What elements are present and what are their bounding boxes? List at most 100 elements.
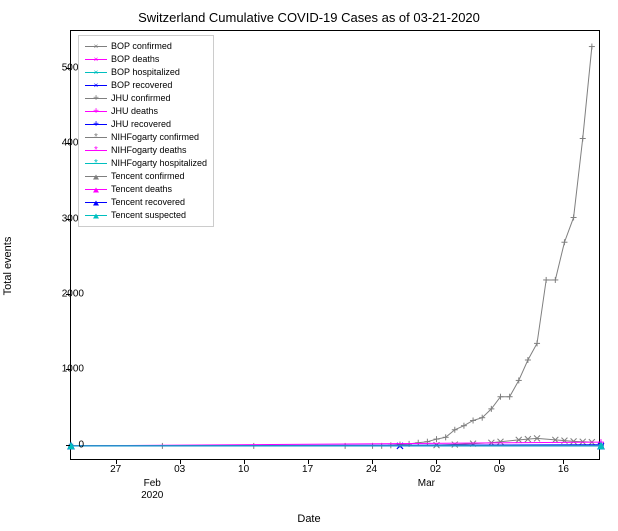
legend-swatch: × — [85, 59, 107, 60]
series-marker — [470, 417, 476, 423]
series-marker — [397, 442, 403, 448]
legend-label: NIHFogarty confirmed — [111, 131, 199, 144]
legend-swatch — [85, 202, 107, 203]
legend-item: × BOP confirmed — [85, 40, 207, 53]
legend-marker-icon — [93, 187, 99, 192]
legend-item: Tencent deaths — [85, 183, 207, 196]
series-marker — [534, 340, 540, 346]
x-tick-mark — [563, 460, 564, 464]
x-tick-year: 2020 — [141, 490, 163, 501]
legend-item: * NIHFogarty deaths — [85, 144, 207, 157]
series-marker — [461, 423, 467, 429]
y-tick-mark — [66, 445, 70, 446]
legend-marker-icon: * — [94, 160, 98, 168]
y-tick-mark — [66, 143, 70, 144]
y-tick-mark — [66, 68, 70, 69]
legend-marker-icon: + — [93, 95, 99, 103]
legend-item: Tencent confirmed — [85, 170, 207, 183]
legend-label: BOP deaths — [111, 53, 159, 66]
legend-swatch: * — [85, 163, 107, 164]
x-tick-label: 17 — [302, 464, 313, 475]
series-marker — [571, 214, 577, 220]
series-marker — [561, 239, 567, 245]
x-tick-label: 02 — [430, 464, 441, 475]
legend-marker-icon: + — [93, 121, 99, 129]
legend-item: * NIHFogarty confirmed — [85, 131, 207, 144]
legend-swatch: + — [85, 98, 107, 99]
series-marker — [434, 436, 440, 442]
legend-marker-icon: * — [94, 147, 98, 155]
legend-swatch: + — [85, 111, 107, 112]
legend-marker-icon: + — [93, 108, 99, 116]
chart-title: Switzerland Cumulative COVID-19 Cases as… — [0, 10, 618, 25]
legend-label: JHU confirmed — [111, 92, 171, 105]
legend-marker-icon — [93, 213, 99, 218]
legend-label: NIHFogarty deaths — [111, 144, 187, 157]
x-tick-mark — [116, 460, 117, 464]
legend-label: BOP confirmed — [111, 40, 172, 53]
legend-label: NIHFogarty hospitalized — [111, 157, 207, 170]
x-tick-mark — [372, 460, 373, 464]
x-tick-month: Feb — [144, 478, 161, 489]
x-tick-label: 03 — [174, 464, 185, 475]
y-tick-label: 2000 — [44, 289, 84, 300]
x-tick-label: 24 — [366, 464, 377, 475]
series-marker — [516, 377, 522, 383]
x-tick-label: 16 — [558, 464, 569, 475]
legend-label: JHU deaths — [111, 105, 158, 118]
x-tick-mark — [244, 460, 245, 464]
legend-item: + JHU deaths — [85, 105, 207, 118]
legend-swatch — [85, 189, 107, 190]
legend-swatch — [85, 215, 107, 216]
legend-item: + JHU confirmed — [85, 92, 207, 105]
legend: × BOP confirmed × BOP deaths × BOP hospitaliz… — [78, 35, 214, 227]
legend-swatch: × — [85, 72, 107, 73]
legend-marker-icon: × — [94, 69, 99, 77]
series-marker — [543, 277, 549, 283]
x-tick-label: 09 — [494, 464, 505, 475]
x-tick-mark — [180, 460, 181, 464]
y-tick-mark — [66, 219, 70, 220]
legend-swatch — [85, 176, 107, 177]
x-tick-mark — [499, 460, 500, 464]
y-tick-mark — [66, 369, 70, 370]
legend-swatch: * — [85, 137, 107, 138]
legend-label: JHU recovered — [111, 118, 171, 131]
legend-item: × BOP recovered — [85, 79, 207, 92]
y-tick-label: 1000 — [44, 364, 84, 375]
legend-item: * NIHFogarty hospitalized — [85, 157, 207, 170]
series-marker — [552, 277, 558, 283]
chart-container: Switzerland Cumulative COVID-19 Cases as… — [0, 0, 618, 531]
legend-swatch: × — [85, 85, 107, 86]
x-tick-month: Mar — [418, 478, 435, 489]
legend-marker-icon: × — [94, 43, 99, 51]
legend-item: Tencent suspected — [85, 209, 207, 222]
legend-label: Tencent confirmed — [111, 170, 185, 183]
legend-item: Tencent recovered — [85, 196, 207, 209]
legend-marker-icon: × — [94, 82, 99, 90]
x-tick-mark — [436, 460, 437, 464]
y-axis-label: Total events — [2, 236, 14, 295]
series-marker — [507, 394, 513, 400]
legend-marker-icon — [93, 174, 99, 179]
series-marker — [525, 357, 531, 363]
x-axis-label: Date — [0, 513, 618, 525]
legend-item: × BOP deaths — [85, 53, 207, 66]
x-tick-label: 10 — [238, 464, 249, 475]
y-tick-mark — [66, 294, 70, 295]
legend-label: BOP hospitalized — [111, 66, 180, 79]
legend-swatch: * — [85, 150, 107, 151]
series-marker — [580, 136, 586, 142]
legend-swatch: × — [85, 46, 107, 47]
legend-label: BOP recovered — [111, 79, 172, 92]
legend-label: Tencent suspected — [111, 209, 186, 222]
legend-marker-icon: * — [94, 134, 98, 142]
legend-item: + JHU recovered — [85, 118, 207, 131]
x-tick-label: 27 — [110, 464, 121, 475]
legend-marker-icon — [93, 200, 99, 205]
legend-item: × BOP hospitalized — [85, 66, 207, 79]
series-marker — [589, 44, 595, 50]
y-tick-label: 0 — [44, 439, 84, 450]
legend-marker-icon: × — [94, 56, 99, 64]
legend-swatch: + — [85, 124, 107, 125]
